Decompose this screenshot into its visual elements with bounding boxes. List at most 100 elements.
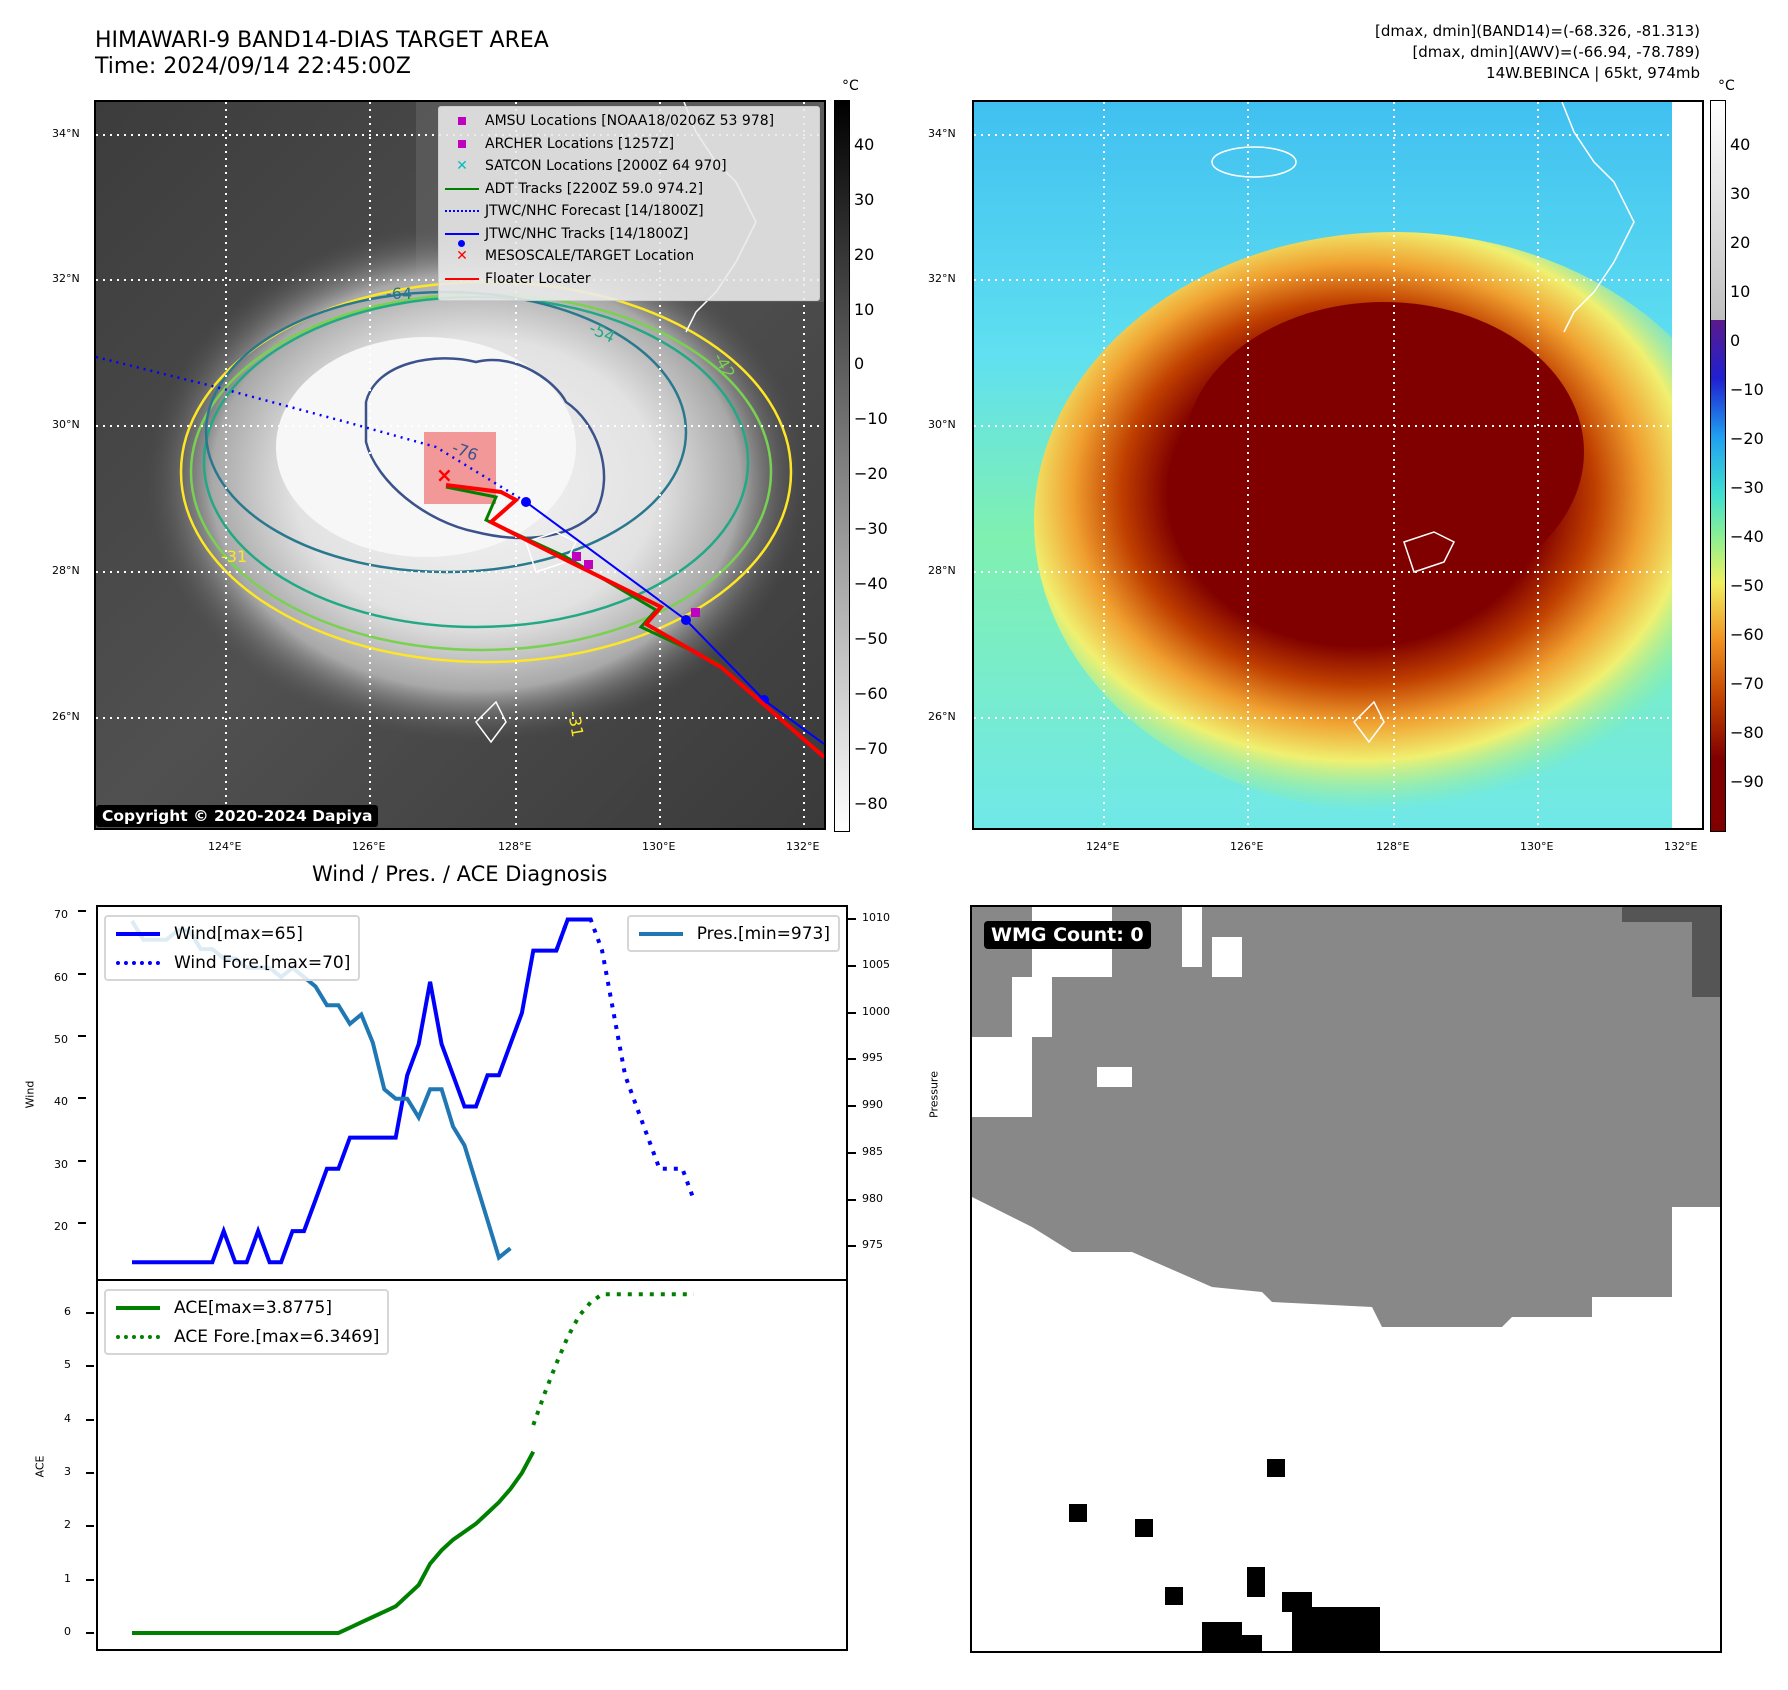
y-tick-label-right: 980	[862, 1191, 883, 1205]
y-tick-mark	[78, 1159, 86, 1162]
awv-range: [dmax, dmin](AWV)=(-66.94, -78.789)	[1412, 43, 1700, 61]
lat-tick: 32°N	[52, 272, 80, 285]
target-area-box	[424, 432, 496, 504]
awv-gridlines	[974, 102, 1702, 828]
colorbar-tick: 30	[854, 189, 875, 209]
diagnosis-title: Wind / Pres. / ACE Diagnosis	[312, 862, 608, 886]
x-marker-icon: ✕	[456, 248, 468, 265]
contour-76	[364, 357, 606, 540]
wmg-black-cells	[1069, 1459, 1380, 1651]
colorbar-tick: −40	[854, 574, 888, 593]
dotted-line-icon	[439, 210, 485, 213]
square-marker-icon	[439, 139, 485, 148]
colorbar-tick: −80	[854, 793, 888, 813]
colorbar-tick: 20	[854, 244, 875, 264]
colorbar-tick: −70	[1730, 674, 1764, 694]
y-tick-mark-right	[848, 1058, 856, 1061]
y-tick-mark	[86, 1365, 94, 1368]
y-tick-mark	[86, 1312, 94, 1314]
y-tick-mark	[86, 1525, 94, 1528]
colorbar-tick: −50	[854, 628, 888, 648]
colorbar-tick: −60	[1730, 625, 1764, 645]
lat-tick: 28°N	[928, 564, 956, 577]
lon-tick: 126°E	[1230, 840, 1264, 853]
band14-range: [dmax, dmin](BAND14)=(-68.326, -81.313)	[1375, 22, 1700, 40]
mesoscale-target-marker: ×	[436, 463, 453, 487]
lat-tick: 26°N	[52, 710, 80, 723]
lat-tick: 26°N	[928, 710, 956, 723]
line-dot-icon	[439, 232, 485, 247]
band14-map[interactable]: × -64 -54 -76 -31 -31 -42 AMSU Locations…	[94, 100, 826, 830]
y-tick-mark	[86, 1472, 94, 1474]
wind-pressure-plot[interactable]: Wind[max=65] Wind Fore.[max=70] Pres.[mi…	[96, 905, 848, 1281]
y-tick-mark	[86, 1418, 94, 1421]
y-tick-label: 40	[54, 1095, 68, 1109]
colorbar-tick: 0	[854, 354, 865, 374]
lat-tick: 32°N	[928, 272, 956, 285]
colorbar-tick: −20	[1730, 429, 1764, 449]
wmg-gray-region	[972, 907, 1720, 1327]
figure-title: HIMAWARI-9 BAND14-DIAS TARGET AREA	[95, 28, 549, 53]
colorbar-tick: 10	[1730, 282, 1751, 302]
y-tick-label: 20	[54, 1220, 68, 1234]
lon-tick: 126°E	[352, 840, 386, 853]
y-tick-mark	[78, 1035, 86, 1038]
lon-tick: 130°E	[1520, 840, 1554, 853]
awv-map[interactable]	[972, 100, 1704, 830]
lon-tick: 124°E	[208, 840, 242, 853]
y-tick-label: 4	[64, 1411, 71, 1425]
colorbar-tick: 0	[1730, 331, 1741, 351]
solid-line-icon	[439, 187, 485, 190]
colorbar-tick: −30	[854, 519, 888, 539]
colorbar-tick: −80	[1730, 723, 1764, 742]
copyright-badge: Copyright © 2020-2024 Dapiya	[96, 805, 379, 827]
legend-item-jtwc-forecast: JTWC/NHC Forecast [14/1800Z]	[439, 200, 819, 223]
legend-item-adt: ADT Tracks [2200Z 59.0 974.2]	[439, 178, 819, 201]
legend-item-ace-fore: ACE Fore.[max=6.3469]	[106, 1322, 379, 1351]
figure-time: Time: 2024/09/14 22:45:00Z	[95, 54, 411, 79]
y-tick-mark	[86, 1632, 94, 1634]
y-tick-label: 6	[64, 1305, 71, 1318]
colorbar-tick: −60	[854, 683, 888, 703]
contour-label-31a: -31	[221, 547, 247, 566]
y-tick-mark	[78, 910, 86, 913]
series-line-ace	[132, 1450, 536, 1635]
lon-tick: 128°E	[1376, 840, 1410, 853]
y-tick-mark-right	[848, 1245, 856, 1248]
solid-line-icon	[439, 277, 485, 280]
jtwc-track-points	[521, 497, 769, 705]
colorbar-unit: °C	[1718, 78, 1735, 94]
legend-item-wind-fore: Wind Fore.[max=70]	[106, 948, 350, 977]
colorbar-tick: 30	[1730, 184, 1751, 204]
lon-tick: 132°E	[786, 840, 820, 853]
awv-colorbar	[1710, 100, 1726, 832]
y-tick-label-right: 1000	[862, 1004, 890, 1018]
contour-label-31b: -31	[564, 709, 587, 738]
y-tick-label: 5	[64, 1358, 71, 1372]
y-tick-label-right: 995	[862, 1051, 883, 1065]
wmg-panel[interactable]: WMG Count: 0	[970, 905, 1722, 1653]
y-tick-label: 3	[64, 1465, 71, 1478]
colorbar-tick: −70	[854, 738, 888, 758]
amsu-archer-markers	[572, 552, 700, 617]
jtwc-forecast-track	[96, 355, 527, 504]
series-line-wind	[132, 917, 591, 1265]
wmg-canvas	[972, 907, 1720, 1651]
lat-tick: 30°N	[52, 418, 80, 431]
colorbar-unit: °C	[842, 78, 859, 94]
y-tick-label: 1	[64, 1571, 71, 1585]
ace-plot[interactable]: ACE[max=3.8775] ACE Fore.[max=6.3469]	[96, 1279, 848, 1651]
y-tick-label: 0	[64, 1625, 71, 1638]
jtwc-track	[525, 501, 824, 745]
solid-line-icon	[112, 931, 164, 936]
colorbar-tick: −10	[1730, 380, 1764, 400]
y-tick-mark-right	[848, 1151, 856, 1154]
colorbar-tick: −50	[1730, 576, 1764, 596]
colorbar-tick: −40	[1730, 527, 1764, 547]
legend-item-ace: ACE[max=3.8775]	[106, 1293, 379, 1322]
pressure-legend: Pres.[min=973]	[626, 915, 840, 952]
ace-legend: ACE[max=3.8775] ACE Fore.[max=6.3469]	[104, 1289, 390, 1355]
ace-canvas	[132, 1292, 694, 1635]
solid-line-icon	[112, 1305, 164, 1310]
legend-item-amsu: AMSU Locations [NOAA18/0206Z 53 978]	[439, 110, 819, 133]
